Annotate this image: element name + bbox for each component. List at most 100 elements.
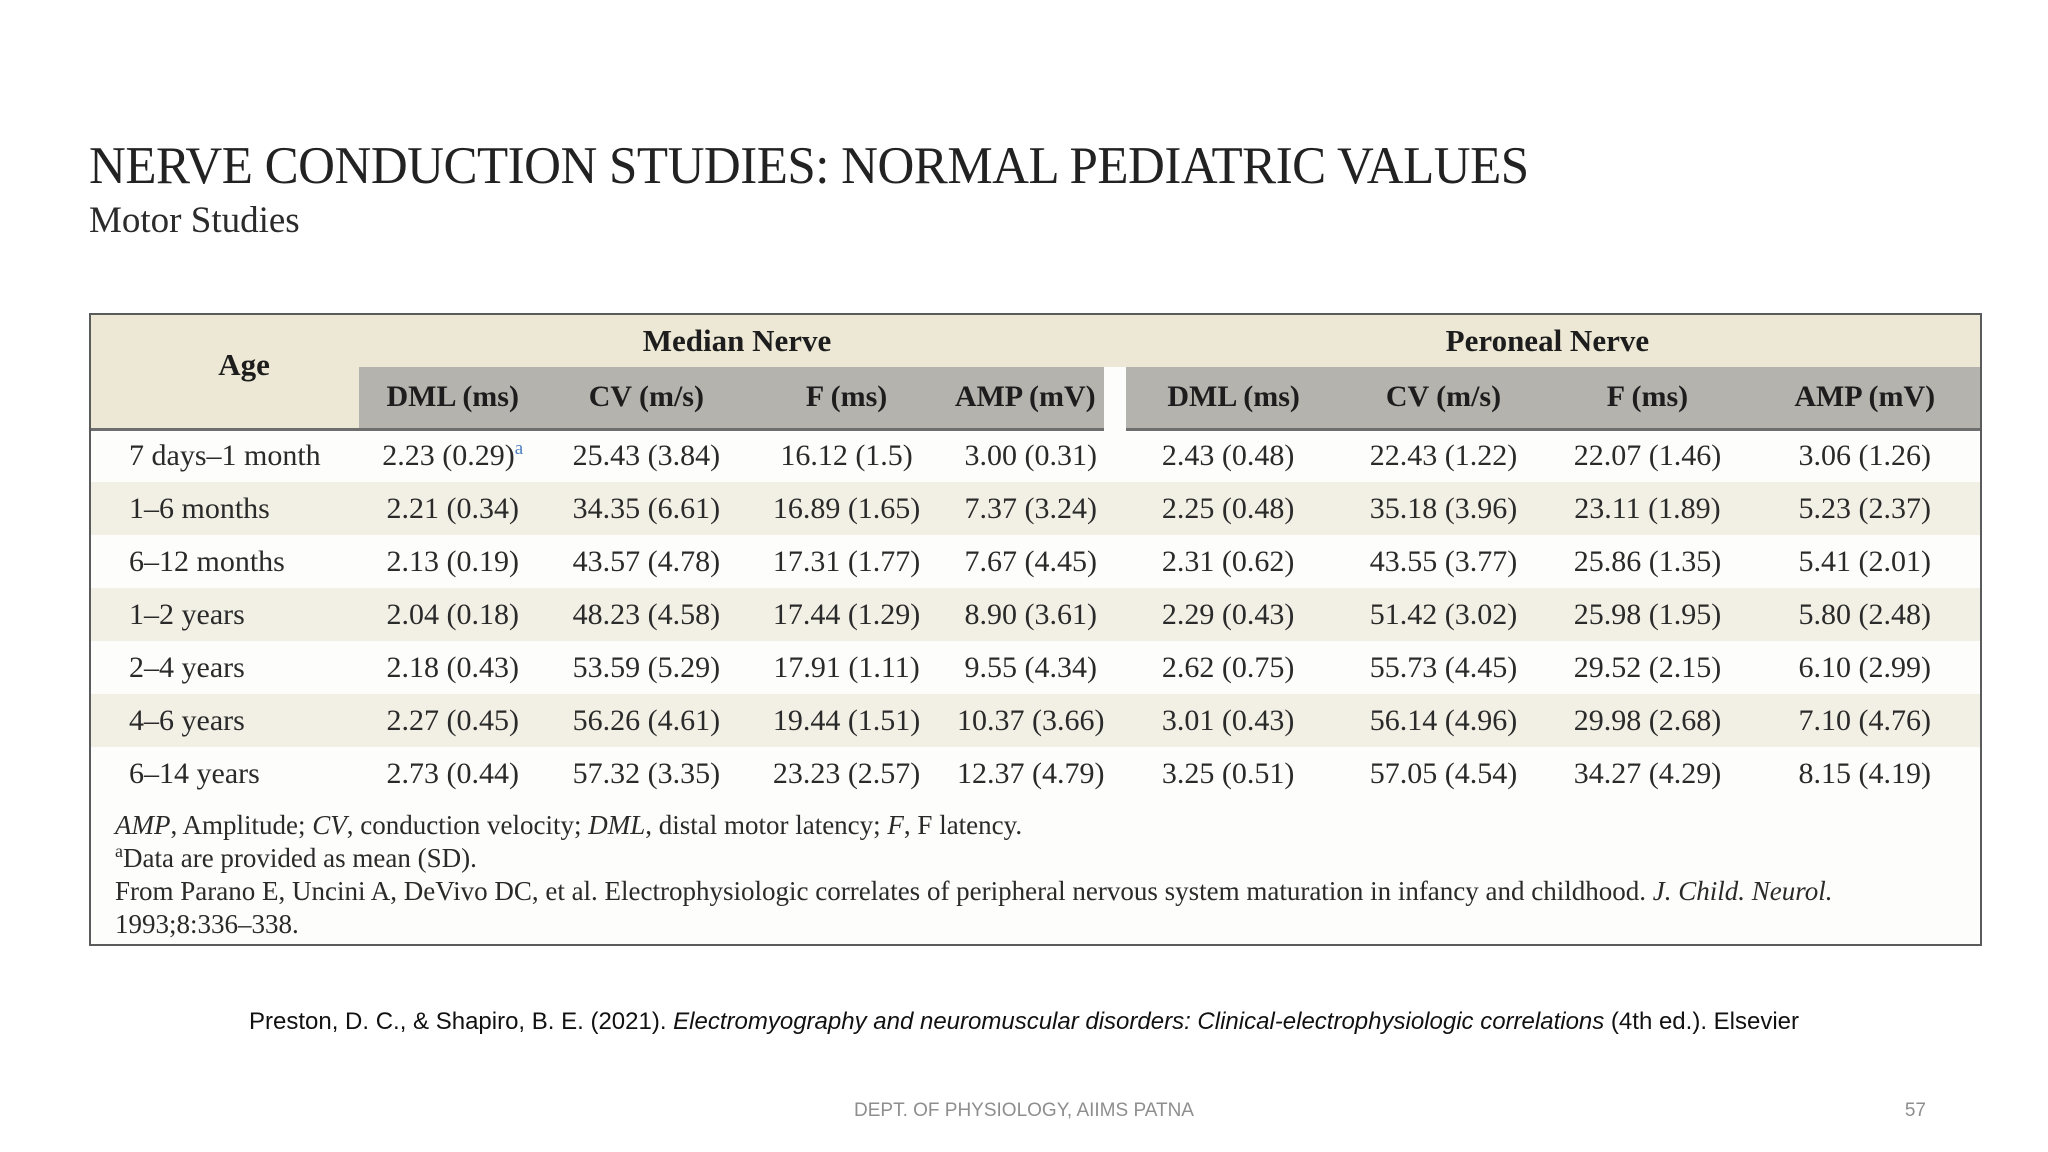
- value-cell: 2.04 (0.18): [359, 588, 547, 641]
- age-cell: 7 days–1 month: [129, 439, 321, 473]
- value-cell: 17.31 (1.77): [772, 544, 921, 578]
- column-header-peroneal-dml: DML (ms): [1103, 367, 1342, 431]
- table-row: 4–6 years 2.27 (0.45) 56.26 (4.61) 19.44…: [91, 694, 1980, 747]
- value-cell: 8.90 (3.61): [946, 588, 1115, 641]
- abbrev-text: , F latency.: [903, 810, 1023, 840]
- table-footnotes: AMP, Amplitude; CV, conduction velocity;…: [91, 800, 1980, 941]
- value-cell: 2.43 (0.48): [1161, 439, 1295, 473]
- value-cell: 16.12 (1.5): [780, 439, 913, 473]
- value-cell: 5.23 (2.37): [1749, 482, 1980, 535]
- value-cell: 12.37 (4.79): [956, 756, 1105, 790]
- value-cell: 2.13 (0.19): [386, 544, 519, 578]
- column-header-peroneal-f: F (ms): [1545, 367, 1750, 431]
- group-header-median-nerve: Median Nerve: [359, 315, 1115, 367]
- citation-edition: (4th ed.). Elsevier: [1604, 1008, 1800, 1035]
- value-cell: 19.44 (1.51): [746, 694, 947, 747]
- value-cell: 43.57 (4.78): [572, 544, 721, 578]
- abbrev-text: , Amplitude;: [170, 810, 313, 840]
- value-cell: 2.23 (0.29)a: [359, 429, 546, 482]
- value-cell: 2.18 (0.43): [386, 650, 519, 684]
- value-cell: 48.23 (4.58): [546, 588, 747, 641]
- value-cell: 56.14 (4.96): [1341, 694, 1546, 747]
- value-cell: 6.10 (2.99): [1798, 650, 1931, 684]
- value-cell: 23.11 (1.89): [1545, 482, 1750, 535]
- value-cell: 57.05 (4.54): [1369, 756, 1518, 790]
- value-cell: 35.18 (3.96): [1341, 482, 1546, 535]
- value-cell: 17.44 (1.29): [746, 588, 947, 641]
- footnote-mean-sd: aData are provided as mean (SD).: [115, 842, 1954, 875]
- value-cell: 5.80 (2.48): [1749, 588, 1980, 641]
- abbrev-f: F: [887, 810, 904, 840]
- page-number: 57: [1904, 1100, 1926, 1121]
- column-header-median-f: F (ms): [746, 367, 947, 431]
- column-header-peroneal-amp: AMP (mV): [1749, 367, 1980, 431]
- table-row: 2–4 years 2.18 (0.43) 53.59 (5.29) 17.91…: [91, 641, 1980, 694]
- value-cell: 7.37 (3.24): [946, 482, 1115, 535]
- value-cell: 25.86 (1.35): [1573, 544, 1722, 578]
- value-cell: 2.73 (0.44): [386, 756, 519, 790]
- value-cell: 2.31 (0.62): [1161, 544, 1295, 578]
- value-cell: 43.55 (3.77): [1369, 544, 1518, 578]
- value-cell: 3.01 (0.43): [1114, 694, 1342, 747]
- column-header-median-amp: AMP (mV): [946, 367, 1115, 431]
- value-cell: 2.29 (0.43): [1114, 588, 1342, 641]
- value-cell: 8.15 (4.19): [1798, 756, 1931, 790]
- abbrev-text: , conduction velocity;: [346, 810, 589, 840]
- table-row: 1–6 months 2.21 (0.34) 34.35 (6.61) 16.8…: [91, 482, 1980, 535]
- value-cell: 5.41 (2.01): [1798, 544, 1931, 578]
- value-cell: 3.06 (1.26): [1798, 439, 1931, 473]
- value-cell: 34.35 (6.61): [546, 482, 747, 535]
- value-cell: 7.10 (4.76): [1749, 694, 1980, 747]
- value-cell: 29.98 (2.68): [1545, 694, 1750, 747]
- value-cell: 22.07 (1.46): [1573, 439, 1722, 473]
- source-journal-italic: J. Child. Neurol.: [1652, 876, 1833, 906]
- column-header-median-cv: CV (m/s): [546, 367, 747, 431]
- value-cell: 34.27 (4.29): [1573, 756, 1722, 790]
- table-row: 7 days–1 month 2.23 (0.29)a 25.43 (3.84)…: [91, 429, 1980, 482]
- value-cell: 3.00 (0.31): [964, 439, 1097, 473]
- abbrev-amp: AMP: [115, 810, 171, 840]
- citation-book-title: Electromyography and neuromuscular disor…: [673, 1008, 1605, 1035]
- footnote-mean-sd-text: Data are provided as mean (SD).: [123, 843, 477, 873]
- value-cell: 53.59 (5.29): [572, 650, 721, 684]
- footnote-source-continued: 1993;8:336–338.: [115, 909, 299, 939]
- table-row: 6–14 years 2.73 (0.44) 57.32 (3.35) 23.2…: [91, 747, 1980, 800]
- page-subtitle: Motor Studies: [89, 200, 300, 241]
- value-cell: 57.32 (3.35): [572, 756, 721, 790]
- abbrev-text: , distal motor latency;: [645, 810, 888, 840]
- footnote-source: From Parano E, Uncini A, DeVivo DC, et a…: [115, 875, 1954, 908]
- age-cell: 6–14 years: [129, 756, 260, 790]
- nerve-conduction-table: Age Median Nerve Peroneal Nerve DML (ms)…: [89, 313, 1982, 946]
- value-cell: 29.52 (2.15): [1573, 650, 1722, 684]
- citation-authors: Preston, D. C., & Shapiro, B. E. (2021).: [248, 1008, 674, 1035]
- page-title: NERVE CONDUCTION STUDIES: NORMAL PEDIATR…: [89, 137, 1529, 196]
- abbrev-dml: DML: [588, 810, 646, 840]
- value-text: 2.23 (0.29): [382, 439, 515, 473]
- abbrev-cv: CV: [312, 810, 347, 840]
- age-cell: 2–4 years: [129, 650, 245, 684]
- value-cell: 51.42 (3.02): [1341, 588, 1546, 641]
- group-header-peroneal-nerve: Peroneal Nerve: [1114, 315, 1980, 367]
- value-cell: 3.25 (0.51): [1161, 756, 1295, 790]
- value-cell: 25.98 (1.95): [1545, 588, 1750, 641]
- column-header-median-dml: DML (ms): [359, 367, 547, 431]
- value-cell: 56.26 (4.61): [546, 694, 747, 747]
- title-block: NERVE CONDUCTION STUDIES: NORMAL PEDIATR…: [89, 136, 1959, 243]
- footnote-a-superscript: a: [115, 841, 123, 861]
- table-row: 6–12 months 2.13 (0.19) 43.57 (4.78) 17.…: [91, 535, 1980, 588]
- group-header-row: Age Median Nerve Peroneal Nerve: [91, 315, 1980, 431]
- value-cell: 22.43 (1.22): [1369, 439, 1518, 473]
- value-cell: 7.67 (4.45): [964, 544, 1097, 578]
- source-main-text: From Parano E, Uncini A, DeVivo DC, et a…: [115, 876, 1653, 906]
- age-cell: 1–6 months: [91, 482, 360, 535]
- value-cell: 2.21 (0.34): [359, 482, 547, 535]
- age-cell: 4–6 years: [91, 694, 360, 747]
- column-header-age: Age: [91, 315, 360, 431]
- value-cell: 2.62 (0.75): [1161, 650, 1295, 684]
- value-cell: 9.55 (4.34): [964, 650, 1097, 684]
- value-cell: 23.23 (2.57): [772, 756, 921, 790]
- value-cell: 2.25 (0.48): [1114, 482, 1342, 535]
- age-cell: 6–12 months: [129, 544, 285, 578]
- table-row: 1–2 years 2.04 (0.18) 48.23 (4.58) 17.44…: [91, 588, 1980, 641]
